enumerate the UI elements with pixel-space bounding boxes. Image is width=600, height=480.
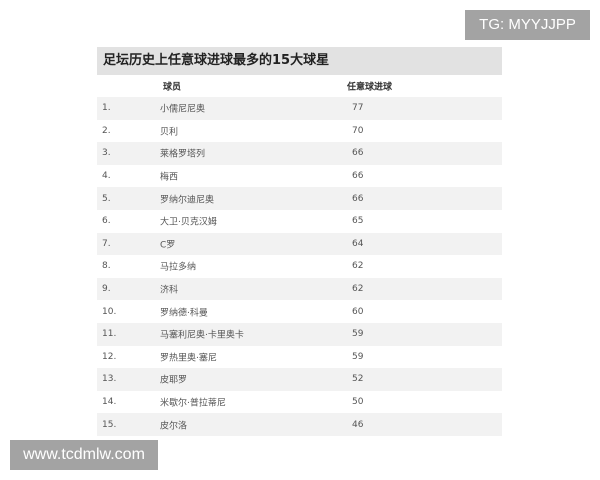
rank-cell: 6. — [102, 216, 111, 227]
goals-cell: 66 — [352, 193, 364, 204]
goals-cell: 59 — [352, 351, 364, 362]
table-row: 9. 济科 62 — [97, 277, 502, 301]
rank-cell: 8. — [102, 261, 111, 272]
ranking-table: 足坛历史上任意球进球最多的15大球星 球员 任意球进球 1. 小儒尼尼奥 77 2. 贝… — [97, 47, 502, 436]
goals-cell: 59 — [352, 329, 364, 340]
table-row: 11. 马塞利尼奥·卡里奥卡 59 — [97, 322, 502, 346]
player-name-cell: 米歇尔·普拉蒂尼 — [160, 398, 226, 409]
watermark-top: TG: MYYJJPP — [465, 10, 590, 40]
rank-cell: 15. — [102, 419, 117, 430]
rank-cell: 7. — [102, 238, 111, 249]
table-row: 10. 罗纳德·科曼 60 — [97, 300, 502, 323]
table-row: 14. 米歇尔·普拉蒂尼 50 — [97, 391, 502, 414]
column-header-goals: 任意球进球 — [347, 82, 393, 93]
table-row: 6. 大卫·贝克汉姆 65 — [97, 210, 502, 233]
player-name-cell: 马塞利尼奥·卡里奥卡 — [160, 330, 244, 341]
goals-cell: 50 — [352, 397, 364, 408]
table-row: 1. 小儒尼尼奥 77 — [97, 97, 502, 120]
player-name-cell: 济科 — [160, 285, 179, 296]
goals-cell: 66 — [352, 171, 364, 182]
goals-cell: 77 — [352, 103, 364, 114]
player-name-cell: 小儒尼尼奥 — [160, 104, 206, 115]
table-row: 8. 马拉多纳 62 — [97, 255, 502, 278]
player-name-cell: 大卫·贝克汉姆 — [160, 217, 217, 228]
goals-cell: 62 — [352, 284, 364, 295]
player-name-cell: 罗纳德·科曼 — [160, 308, 208, 319]
goals-cell: 46 — [352, 419, 364, 430]
rank-cell: 9. — [102, 284, 111, 295]
table-row: 4. 梅西 66 — [97, 165, 502, 188]
table-title: 足坛历史上任意球进球最多的15大球星 — [97, 47, 502, 75]
player-name-cell: 梅西 — [160, 172, 179, 183]
player-name-cell: 莱格罗塔列 — [160, 149, 206, 160]
rank-cell: 10. — [102, 306, 117, 317]
rank-cell: 4. — [102, 171, 111, 182]
table-row: 5. 罗纳尔迪尼奥 66 — [97, 187, 502, 210]
watermark-bottom: www.tcdmlw.com — [10, 440, 158, 470]
player-name-cell: 贝利 — [160, 127, 179, 138]
goals-cell: 52 — [352, 374, 364, 385]
table-row: 15. 皮尔洛 46 — [97, 413, 502, 436]
table-header: 球员 任意球进球 — [97, 75, 502, 97]
goals-cell: 70 — [352, 125, 364, 136]
rank-cell: 3. — [102, 148, 111, 159]
player-name-cell: C罗 — [160, 240, 176, 251]
rank-cell: 14. — [102, 397, 117, 408]
table-row: 12. 罗热里奥·塞尼 59 — [97, 346, 502, 369]
rank-cell: 13. — [102, 374, 117, 385]
player-name-cell: 罗纳尔迪尼奥 — [160, 195, 215, 206]
table-row: 3. 莱格罗塔列 66 — [97, 142, 502, 165]
rank-cell: 5. — [102, 193, 111, 204]
player-name-cell: 罗热里奥·塞尼 — [160, 353, 217, 364]
goals-cell: 60 — [352, 306, 364, 317]
rank-cell: 11. — [102, 329, 117, 340]
rank-cell: 12. — [102, 351, 117, 362]
goals-cell: 62 — [352, 261, 364, 272]
goals-cell: 65 — [352, 216, 364, 227]
table-row: 7. C罗 64 — [97, 232, 502, 256]
table-row: 13. 皮耶罗 52 — [97, 368, 502, 391]
column-header-player: 球员 — [163, 82, 182, 93]
player-name-cell: 皮耶罗 — [160, 375, 188, 386]
rank-cell: 2. — [102, 125, 111, 136]
goals-cell: 66 — [352, 148, 364, 159]
goals-cell: 64 — [352, 238, 364, 249]
player-name-cell: 皮尔洛 — [160, 421, 188, 432]
table-row: 2. 贝利 70 — [97, 120, 502, 143]
player-name-cell: 马拉多纳 — [160, 262, 197, 273]
rank-cell: 1. — [102, 103, 111, 114]
